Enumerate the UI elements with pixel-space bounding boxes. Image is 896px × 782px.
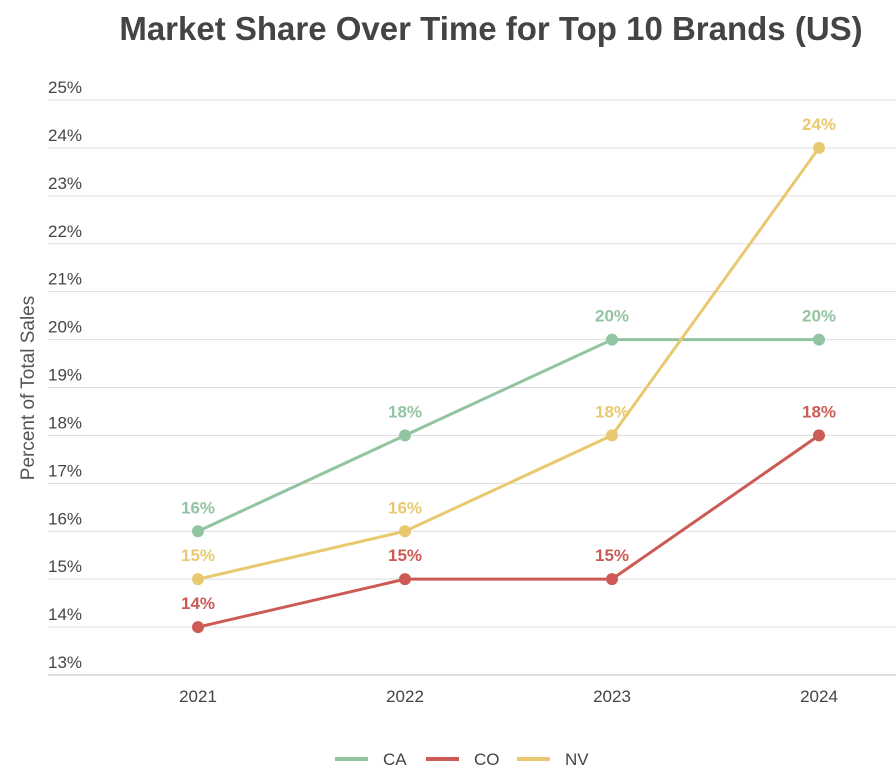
x-tick-label: 2022 xyxy=(386,687,424,706)
y-tick-label: 18% xyxy=(48,413,82,432)
y-tick-label: 20% xyxy=(48,318,82,337)
data-point xyxy=(813,429,825,442)
legend-label: NV xyxy=(565,750,589,769)
data-point xyxy=(192,525,204,538)
data-label: 16% xyxy=(181,498,215,517)
data-point xyxy=(192,573,204,586)
y-tick-label: 19% xyxy=(48,366,82,385)
legend-label: CO xyxy=(474,750,500,769)
series-co: 14% 15% 15% 18% xyxy=(181,402,836,634)
data-label: 15% xyxy=(595,546,629,565)
data-point xyxy=(192,621,204,634)
series-ca: 16% 18% 20% 20% xyxy=(181,307,836,538)
data-label: 24% xyxy=(802,115,836,134)
data-label: 16% xyxy=(388,498,422,517)
x-tick-label: 2024 xyxy=(800,687,838,706)
x-tick-label: 2023 xyxy=(593,687,631,706)
legend-label: CA xyxy=(383,750,407,769)
data-label: 15% xyxy=(388,546,422,565)
y-tick-label: 24% xyxy=(48,126,82,145)
x-axis-ticks: 2021 2022 2023 2024 xyxy=(179,687,838,706)
series: 16% 18% 20% 20% 14% 15% 15% 18% 15% 16% 18% 24% xyxy=(181,115,836,634)
y-tick-label: 17% xyxy=(48,461,82,480)
y-tick-label: 22% xyxy=(48,222,82,241)
series-nv: 15% 16% 18% 24% xyxy=(181,115,836,586)
data-label: 20% xyxy=(595,307,629,326)
y-tick-label: 13% xyxy=(48,653,82,672)
data-point xyxy=(813,333,825,346)
series-line xyxy=(197,434,820,629)
data-point xyxy=(399,573,411,586)
data-label: 20% xyxy=(802,307,836,326)
data-point xyxy=(606,573,618,586)
data-point xyxy=(813,141,825,154)
data-point xyxy=(606,429,618,442)
y-axis-label: Percent of Total Sales xyxy=(18,296,39,480)
series-line xyxy=(197,147,821,581)
chart-title: Market Share Over Time for Top 10 Brands… xyxy=(119,10,863,47)
data-label: 15% xyxy=(181,546,215,565)
data-label: 18% xyxy=(595,402,629,421)
y-tick-label: 25% xyxy=(48,78,82,97)
y-tick-label: 23% xyxy=(48,174,82,193)
gridlines xyxy=(48,99,896,676)
data-label: 14% xyxy=(181,594,215,613)
data-label: 18% xyxy=(388,402,422,421)
y-tick-label: 15% xyxy=(48,557,82,576)
series-line xyxy=(197,338,819,533)
y-axis-ticks: 13% 14% 15% 16% 17% 18% 19% 20% 21% 22% 23% 24% 25% xyxy=(48,78,82,672)
y-tick-label: 21% xyxy=(48,270,82,289)
data-label: 18% xyxy=(802,402,836,421)
data-point xyxy=(606,333,618,346)
y-tick-label: 14% xyxy=(48,605,82,624)
x-tick-label: 2021 xyxy=(179,687,217,706)
data-point xyxy=(399,429,411,442)
y-tick-label: 16% xyxy=(48,509,82,528)
legend: CA CO NV xyxy=(335,750,589,769)
data-point xyxy=(399,525,411,538)
